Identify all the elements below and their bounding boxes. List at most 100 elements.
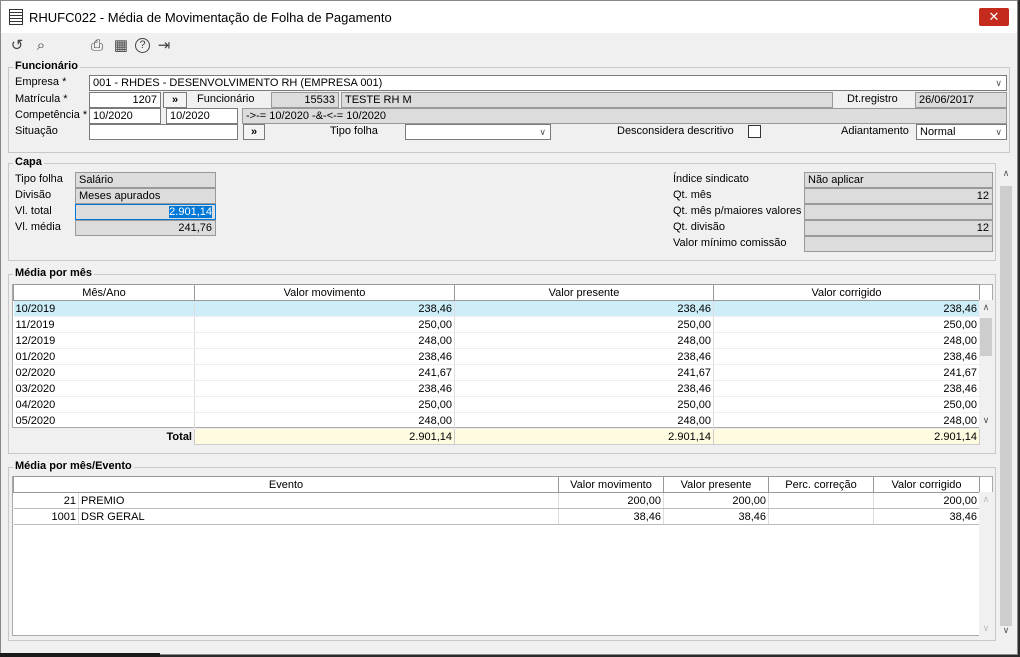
col-valor-corrigido[interactable]: Valor corrigido <box>873 476 980 493</box>
capa-tipofolha-value: Salário <box>75 172 216 188</box>
media-mes-row[interactable]: 02/2020 241,67 241,67 241,67 <box>13 364 980 381</box>
capa-divisao-value: Meses apurados <box>75 188 216 204</box>
cell-valor-movimento: 248,00 <box>194 412 455 429</box>
empresa-value: 001 - RHDES - DESENVOLVIMENTO RH (EMPRES… <box>93 77 383 89</box>
print-icon[interactable]: ⎙ <box>90 37 103 54</box>
empresa-select[interactable]: 001 - RHDES - DESENVOLVIMENTO RH (EMPRES… <box>89 75 1007 91</box>
col-valor-presente[interactable]: Valor presente <box>454 284 714 301</box>
col-valor-presente[interactable]: Valor presente <box>663 476 769 493</box>
cell-valor-movimento: 238,46 <box>194 380 455 397</box>
desconsidera-label: Desconsidera descritivo <box>617 125 734 137</box>
media-evento-scrollbar[interactable]: ∧ ∨ <box>979 492 993 636</box>
scroll-down-icon[interactable]: ∨ <box>982 623 990 633</box>
scroll-down-icon[interactable]: ∨ <box>982 415 990 425</box>
col-valor-corrigido[interactable]: Valor corrigido <box>713 284 980 301</box>
cell-valor-corrigido: 200,00 <box>873 492 980 509</box>
media-evento-table: Evento Valor movimento Valor presente Pe… <box>13 476 980 525</box>
media-mes-scrollbar[interactable]: ∧ ∨ <box>979 300 993 428</box>
adiantamento-label: Adiantamento <box>841 125 909 137</box>
competencia-filter: ->-= 10/2020 -&-<-= 10/2020 <box>242 108 1007 124</box>
cell-valor-movimento: 248,00 <box>194 332 455 349</box>
tipofolha-select[interactable]: ∨ <box>405 124 551 140</box>
capa-tipofolha-label: Tipo folha <box>15 173 63 185</box>
qtmes-value: 12 <box>804 188 993 204</box>
matricula-lookup-button[interactable]: » <box>163 92 187 108</box>
window-title: RHUFC022 - Média de Movimentação de Folh… <box>29 9 392 25</box>
situacao-input[interactable] <box>89 124 238 140</box>
title-bar: RHUFC022 - Média de Movimentação de Folh… <box>1 1 1017 33</box>
cell-valor-presente: 250,00 <box>454 396 714 413</box>
funcionario-name: TESTE RH M <box>341 92 833 108</box>
media-evento-row[interactable]: 1001 DSR GERAL 38,46 38,46 38,46 <box>13 508 980 525</box>
situacao-lookup-button[interactable]: » <box>243 124 265 140</box>
scroll-up-icon[interactable]: ∧ <box>1002 168 1010 178</box>
media-evento-row[interactable]: 21 PREMIO 200,00 200,00 200,00 <box>13 492 980 509</box>
toolbar: ↺ ⌕ ⎙ ▦ ? ⇥ <box>7 36 174 58</box>
adiantamento-select[interactable]: Normal ∨ <box>916 124 1007 140</box>
col-mes-ano[interactable]: Mês/Ano <box>13 284 195 301</box>
scroll-up-icon[interactable]: ∧ <box>982 302 990 312</box>
cell-valor-movimento: 250,00 <box>194 396 455 413</box>
indice-value: Não aplicar <box>804 172 993 188</box>
cell-valor-corrigido: 250,00 <box>713 396 980 413</box>
matricula-input[interactable]: 1207 <box>89 92 161 108</box>
col-perc-correcao[interactable]: Perc. correção <box>768 476 874 493</box>
taskbar-edge <box>0 653 160 657</box>
calendar-icon[interactable]: ▦ <box>113 37 129 54</box>
scroll-thumb[interactable] <box>980 318 992 356</box>
funcionario-legend: Funcionário <box>13 60 80 72</box>
competencia-from-input[interactable]: 10/2020 <box>89 108 161 124</box>
qtdivisao-label: Qt. divisão <box>673 221 725 233</box>
close-button[interactable]: ✕ <box>979 8 1009 26</box>
media-evento-legend: Média por mês/Evento <box>13 460 134 472</box>
qtdivisao-value: 12 <box>804 220 993 236</box>
media-mes-row[interactable]: 01/2020 238,46 238,46 238,46 <box>13 348 980 365</box>
media-mes-row[interactable]: 04/2020 250,00 250,00 250,00 <box>13 396 980 413</box>
cell-valor-corrigido: 241,67 <box>713 364 980 381</box>
competencia-to-input[interactable]: 10/2020 <box>166 108 238 124</box>
exit-icon[interactable]: ⇥ <box>157 37 171 54</box>
cell-perc-correcao <box>768 508 874 525</box>
media-mes-row[interactable]: 05/2020 248,00 248,00 248,00 <box>13 412 980 429</box>
indice-label: Índice sindicato <box>673 173 749 185</box>
cell-mes-ano: 11/2019 <box>13 316 195 333</box>
media-mes-section: Média por mês <box>8 267 996 454</box>
cell-valor-movimento: 38,46 <box>558 508 664 525</box>
cell-valor-corrigido: 238,46 <box>713 300 980 317</box>
cell-mes-ano: 02/2020 <box>13 364 195 381</box>
cell-perc-correcao <box>768 492 874 509</box>
cell-mes-ano: 05/2020 <box>13 412 195 429</box>
cell-mes-ano: 12/2019 <box>13 332 195 349</box>
cell-mes-ano: 01/2020 <box>13 348 195 365</box>
window-scrollbar[interactable]: ∧ ∨ <box>999 166 1013 638</box>
cell-valor-presente: 248,00 <box>454 412 714 429</box>
total-label: Total <box>13 428 195 445</box>
media-mes-row[interactable]: 03/2020 238,46 238,46 238,46 <box>13 380 980 397</box>
total-valor-movimento: 2.901,14 <box>194 428 455 445</box>
desconsidera-checkbox[interactable] <box>748 125 761 138</box>
undo-icon[interactable]: ↺ <box>10 37 24 54</box>
search-icon[interactable]: ⌕ <box>36 37 46 54</box>
cell-evento-codigo: 21 <box>13 492 79 509</box>
cell-valor-presente: 241,67 <box>454 364 714 381</box>
cell-valor-movimento: 241,67 <box>194 364 455 381</box>
adiantamento-value: Normal <box>920 126 956 138</box>
scroll-up-icon[interactable]: ∧ <box>982 494 990 504</box>
capa-vltotal-label: Vl. total <box>15 205 52 217</box>
media-mes-total-row: Total 2.901,14 2.901,14 2.901,14 <box>13 428 980 445</box>
media-mes-row[interactable]: 11/2019 250,00 250,00 250,00 <box>13 316 980 333</box>
qtmes-label: Qt. mês <box>673 189 712 201</box>
cell-valor-corrigido: 248,00 <box>713 412 980 429</box>
scroll-thumb[interactable] <box>1000 186 1012 626</box>
capa-legend: Capa <box>13 156 44 168</box>
col-evento[interactable]: Evento <box>13 476 559 493</box>
col-valor-movimento[interactable]: Valor movimento <box>194 284 455 301</box>
capa-vltotal-value[interactable]: 2.901,14 <box>75 204 216 220</box>
scroll-down-icon[interactable]: ∨ <box>1002 625 1010 635</box>
col-valor-movimento[interactable]: Valor movimento <box>558 476 664 493</box>
total-valor-presente: 2.901,14 <box>454 428 714 445</box>
help-icon[interactable]: ? <box>135 38 150 53</box>
media-mes-row[interactable]: 10/2019 238,46 238,46 238,46 <box>13 300 980 317</box>
media-mes-row[interactable]: 12/2019 248,00 248,00 248,00 <box>13 332 980 349</box>
qtmaiores-label: Qt. mês p/maiores valores <box>673 205 802 217</box>
